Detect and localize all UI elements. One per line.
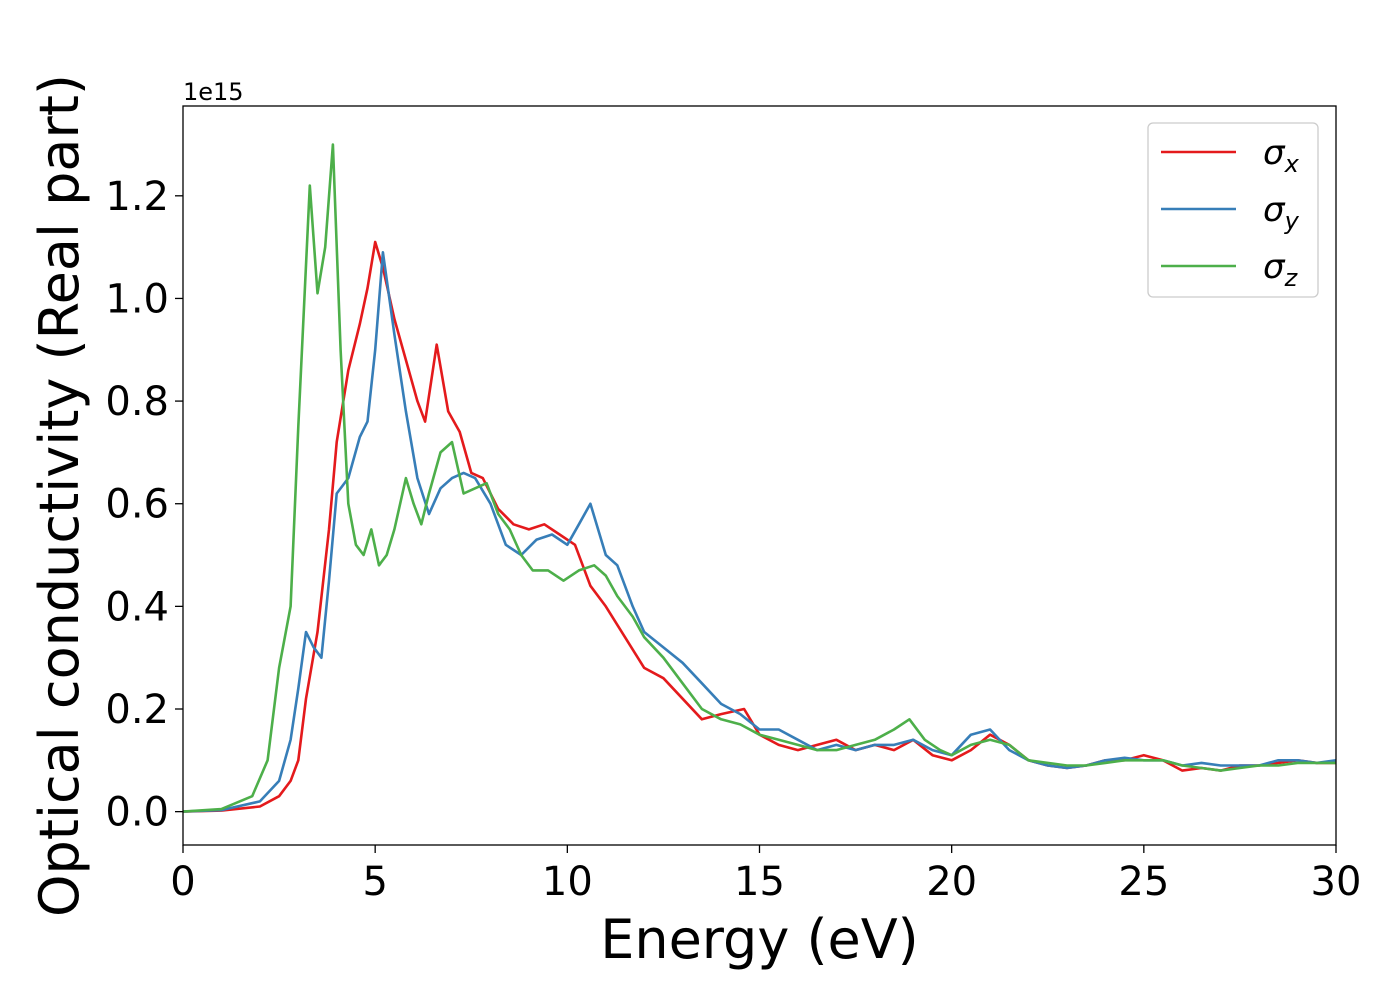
x-tick-label: 25 [1118, 859, 1169, 905]
y-axis-label: Optical conductivity (Real part) [28, 74, 91, 917]
y-tick-label: 0.8 [105, 379, 169, 425]
legend-label: σz [1263, 247, 1299, 292]
y-tick-label: 0.2 [105, 687, 169, 733]
y-axis-offset-text: 1e15 [183, 78, 244, 106]
y-tick-label: 0.0 [105, 790, 169, 836]
y-tick-label: 1.2 [105, 174, 169, 220]
x-tick-label: 10 [542, 859, 593, 905]
x-tick-label: 0 [170, 859, 195, 905]
series-layer [183, 143, 1336, 813]
legend-label: σy [1263, 190, 1300, 235]
series-line-2 [183, 251, 1336, 813]
x-tick-label: 20 [926, 859, 977, 905]
y-axis-ticks: 0.0 0.2 0.4 0.6 0.8 1.0 1.2 [105, 174, 183, 836]
x-tick-label: 5 [362, 859, 387, 905]
x-axis-label: Energy (eV) [600, 908, 919, 971]
x-tick-label: 15 [734, 859, 785, 905]
series-line-3 [183, 143, 1336, 813]
legend-label: σx [1263, 133, 1300, 178]
x-axis-ticks: 0 5 10 15 20 25 30 [170, 845, 1361, 905]
legend: σx σy σz [1147, 122, 1319, 298]
y-tick-label: 0.6 [105, 482, 169, 528]
y-tick-label: 0.4 [105, 584, 169, 630]
x-tick-label: 30 [1311, 859, 1362, 905]
y-tick-label: 1.0 [105, 276, 169, 322]
